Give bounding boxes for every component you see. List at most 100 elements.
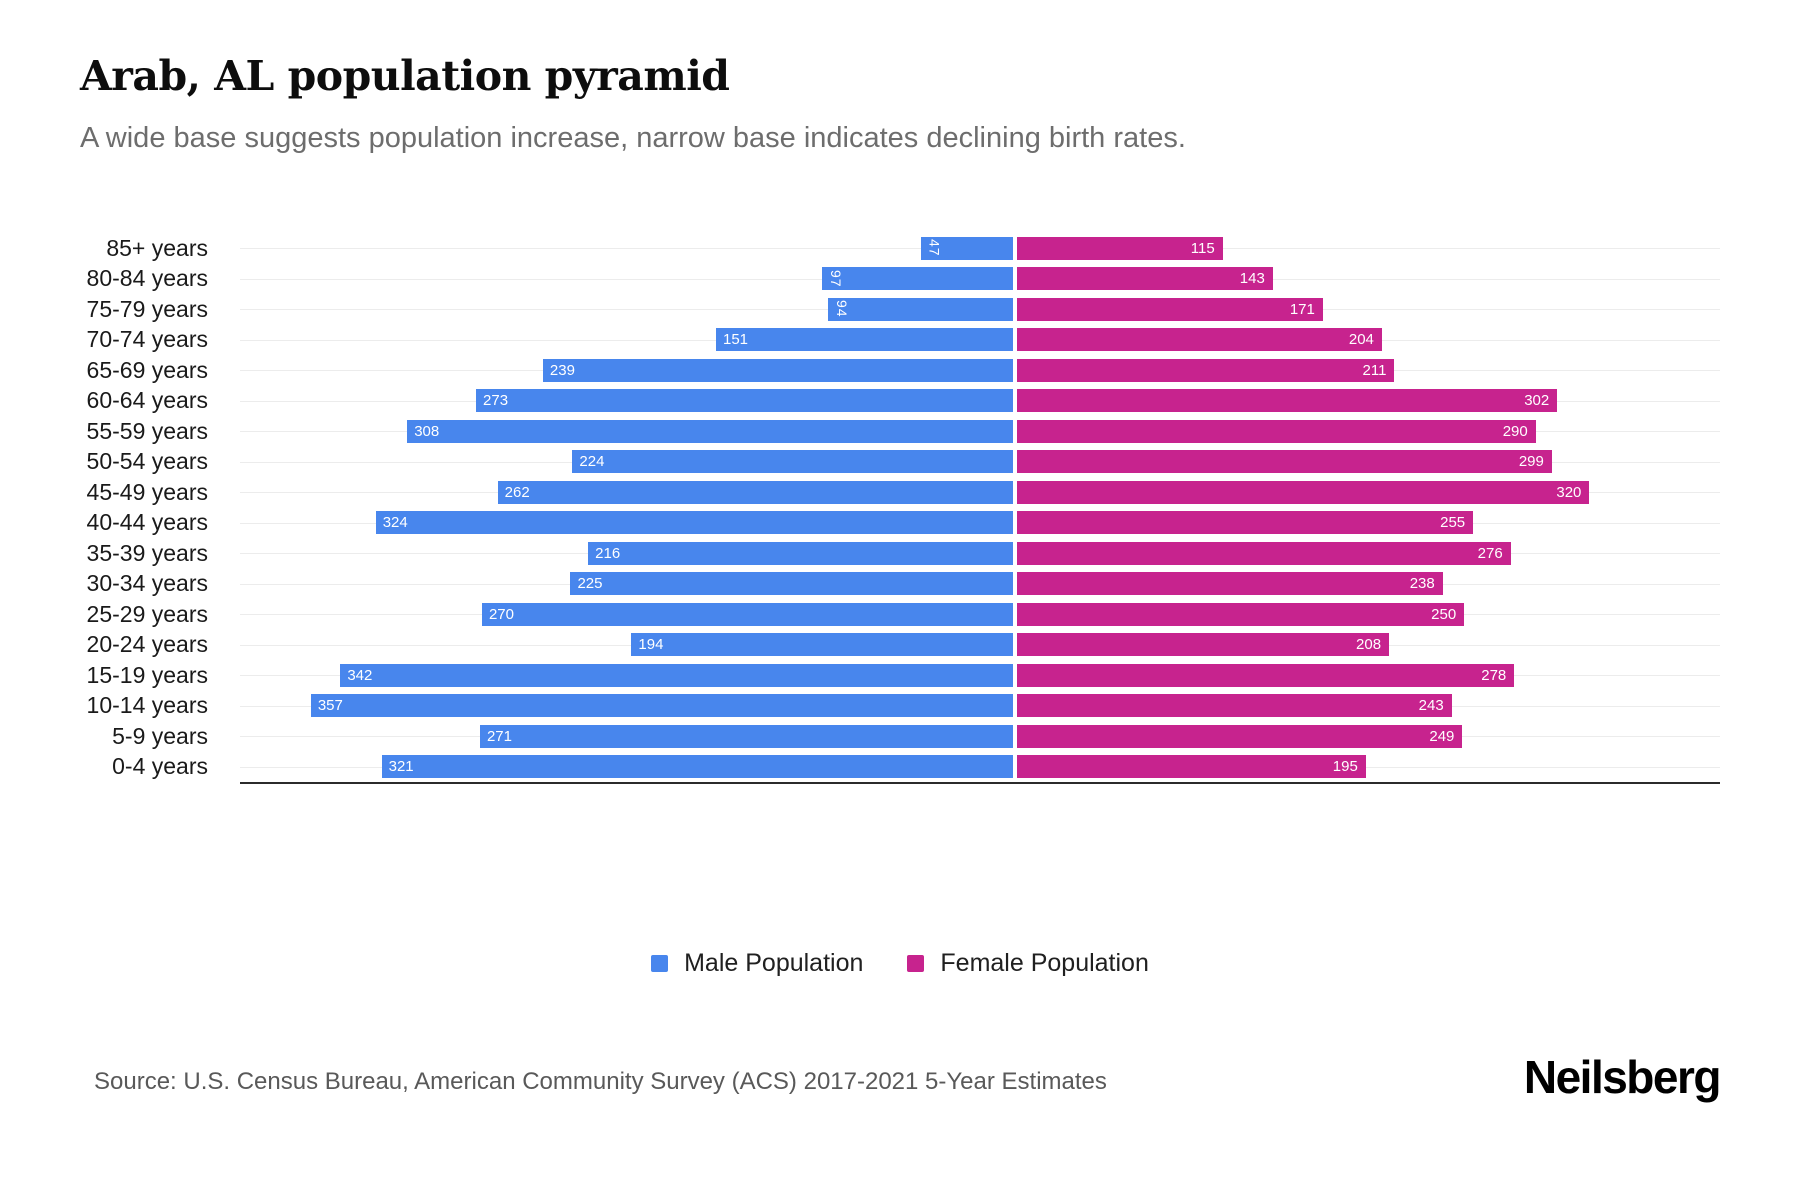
female-plot-region: 276 [1017,538,1720,569]
female-plot-region: 211 [1017,355,1720,386]
female-plot-region: 320 [1017,477,1720,508]
chart-title: Arab, AL population pyramid [80,52,730,100]
male-bar[interactable]: 225 [570,572,1013,596]
female-bar[interactable]: 299 [1017,450,1552,474]
female-bar[interactable]: 195 [1017,755,1366,779]
female-bar-value-label: 320 [1556,483,1582,501]
pyramid-row: 65-69 years 239 211 [80,355,1720,386]
male-plot-region: 262 [240,477,1013,508]
male-bar[interactable]: 151 [716,328,1013,352]
female-legend-swatch-icon [907,955,925,972]
pyramid-row: 30-34 years 225 238 [80,569,1720,600]
female-bar[interactable]: 143 [1017,267,1273,291]
male-bar[interactable]: 239 [542,358,1013,382]
female-plot-region: 143 [1017,264,1720,295]
male-bar[interactable]: 97 [822,267,1013,291]
male-plot-region: 271 [240,721,1013,752]
female-bar[interactable]: 211 [1017,358,1395,382]
gridline [240,248,1013,250]
female-plot-region: 250 [1017,599,1720,630]
female-bar-value-label: 243 [1418,697,1444,715]
age-group-label: 40-44 years [86,509,208,536]
age-group-label: 15-19 years [86,661,208,688]
brand-logo: Neilsberg [1523,1051,1722,1103]
male-bar-value-label: 97 [828,269,845,288]
male-plot-region: 151 [240,325,1013,356]
male-bar[interactable]: 94 [828,297,1013,321]
female-bar[interactable]: 250 [1017,602,1465,626]
male-plot-region: 216 [240,538,1013,569]
legend-item-female[interactable]: Female Population [907,949,1149,978]
pyramid-row: 85+ years 47 115 [80,233,1720,264]
male-bar[interactable]: 324 [375,511,1013,535]
female-bar-value-label: 195 [1332,758,1358,776]
female-bar-value-label: 249 [1429,727,1455,745]
male-bar[interactable]: 357 [310,694,1013,718]
male-bar[interactable]: 270 [481,602,1013,626]
female-bar-value-label: 204 [1348,331,1374,349]
female-bar[interactable]: 290 [1017,419,1536,443]
legend-item-male[interactable]: Male Population [651,949,863,978]
female-bar[interactable]: 249 [1017,724,1463,748]
gridline [1017,248,1720,250]
male-plot-region: 47 [240,233,1013,264]
male-bar-value-label: 342 [347,666,373,684]
female-bar[interactable]: 238 [1017,572,1443,596]
male-bar[interactable]: 342 [340,663,1013,687]
male-bar[interactable]: 321 [381,755,1013,779]
male-bar[interactable]: 194 [631,633,1013,657]
legend: Male Population Female Population [80,949,1720,978]
female-bar[interactable]: 276 [1017,541,1511,565]
gridline [240,339,1013,341]
female-bar[interactable]: 302 [1017,389,1558,413]
pyramid-row: 40-44 years 324 255 [80,508,1720,539]
female-bar[interactable]: 243 [1017,694,1452,718]
male-bar-value-label: 47 [926,239,943,258]
male-bar[interactable]: 216 [588,541,1013,565]
female-plot-region: 238 [1017,569,1720,600]
pyramid-row: 35-39 years 216 276 [80,538,1720,569]
male-bar-value-label: 271 [486,727,512,745]
age-group-label: 65-69 years [86,356,208,383]
female-bar[interactable]: 208 [1017,633,1390,657]
male-bar-value-label: 321 [388,758,414,776]
male-bar[interactable]: 47 [920,236,1013,260]
pyramid-row: 15-19 years 342 278 [80,660,1720,691]
male-plot-region: 94 [240,294,1013,325]
male-bar[interactable]: 224 [572,450,1013,474]
male-bar-value-label: 224 [579,453,605,471]
population-pyramid-chart: 85+ years 47 115 80-84 years 97 143 75-79 year… [80,233,1720,782]
gridline [240,309,1013,311]
age-group-label: 5-9 years [112,722,208,749]
male-bar[interactable]: 308 [407,419,1013,443]
female-bar[interactable]: 204 [1017,328,1382,352]
male-bar-value-label: 94 [834,300,851,319]
male-bar[interactable]: 262 [497,480,1013,504]
male-plot-region: 321 [240,752,1013,783]
female-plot-region: 299 [1017,447,1720,478]
female-bar-value-label: 143 [1239,270,1265,288]
female-bar[interactable]: 278 [1017,663,1515,687]
male-bar-value-label: 151 [723,331,749,349]
female-bar[interactable]: 115 [1017,236,1223,260]
pyramid-row: 60-64 years 273 302 [80,386,1720,417]
female-bar[interactable]: 171 [1017,297,1323,321]
female-bar[interactable]: 255 [1017,511,1474,535]
age-group-label: 75-79 years [86,295,208,322]
male-bar[interactable]: 273 [476,389,1013,413]
age-group-label: 0-4 years [112,753,208,780]
chart-subtitle: A wide base suggests population increase… [80,122,1186,154]
female-bar[interactable]: 320 [1017,480,1590,504]
female-plot-region: 243 [1017,691,1720,722]
pyramid-row: 0-4 years 321 195 [80,752,1720,783]
age-group-label: 70-74 years [86,326,208,353]
male-plot-region: 357 [240,691,1013,722]
male-bar[interactable]: 271 [479,724,1013,748]
gridline [240,278,1013,280]
male-plot-region: 97 [240,264,1013,295]
male-plot-region: 194 [240,630,1013,661]
female-plot-region: 302 [1017,386,1720,417]
male-bar-value-label: 270 [488,605,514,623]
male-bar-value-label: 357 [317,697,343,715]
